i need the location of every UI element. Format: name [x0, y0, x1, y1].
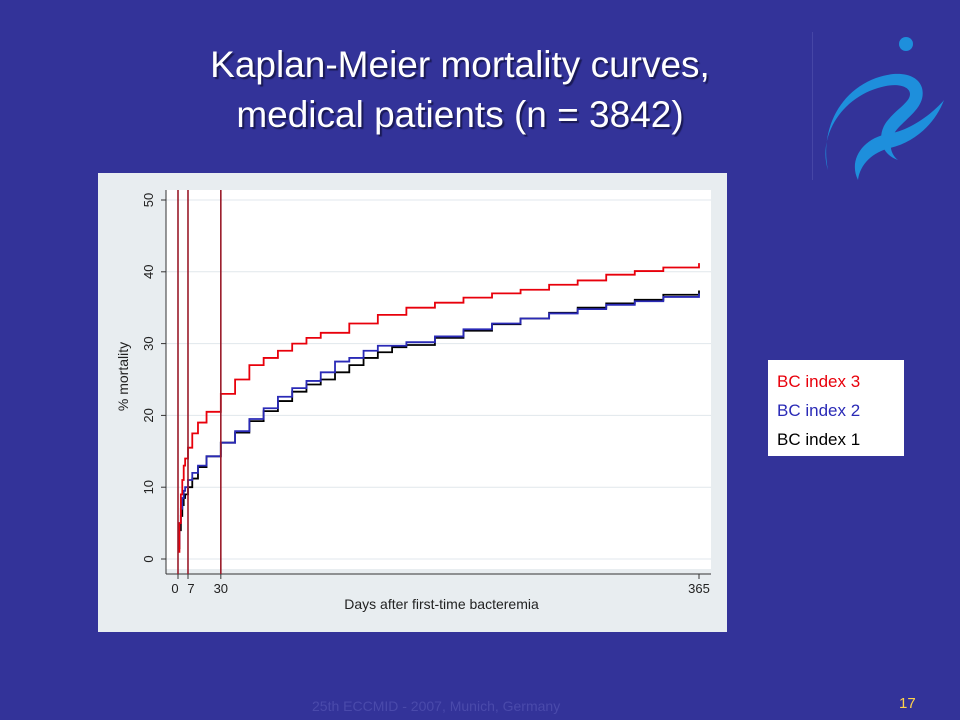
y-tick-label-40: 40 [141, 265, 156, 279]
x-tick-label-30: 30 [214, 581, 228, 596]
legend-item-bc-index-1: BC index 1 [777, 430, 861, 449]
y-tick-label-50: 50 [141, 193, 156, 207]
x-tick-label-365: 365 [688, 581, 710, 596]
slide-title-line1: Kaplan-Meier mortality curves, [210, 44, 710, 85]
y-axis-label: % mortality [115, 342, 131, 411]
x-tick-label-0: 0 [171, 581, 178, 596]
legend-item-bc-index-3: BC index 3 [777, 372, 861, 391]
series-line-bc-index-2 [178, 293, 700, 546]
x-axis-label: Days after first-time bacteremia [344, 596, 539, 612]
y-tick-label-20: 20 [141, 408, 156, 422]
x-tick-label-7: 7 [187, 581, 194, 596]
slide-title: Kaplan-Meier mortality curves, medical p… [130, 40, 790, 140]
slide-title-line2: medical patients (n = 3842) [236, 94, 684, 135]
logo-divider [812, 32, 813, 180]
plot-area [166, 190, 711, 569]
series-line-bc-index-3 [178, 263, 700, 553]
page-number: 17 [899, 695, 916, 712]
y-tick-label-30: 30 [141, 336, 156, 350]
chart-legend: BC index 3 BC index 2 BC index 1 [768, 360, 904, 456]
y-tick-label-0: 0 [141, 555, 156, 562]
slide-footer: 25th ECCMID - 2007, Munich, Germany [312, 698, 561, 714]
eccmid-swirl-logo-icon [818, 30, 950, 182]
y-tick-label-10: 10 [141, 480, 156, 494]
legend-item-bc-index-2: BC index 2 [777, 401, 861, 420]
chart-panel: 0 10 20 30 40 50 0 7 30 365 Days after first-time … [98, 173, 727, 632]
